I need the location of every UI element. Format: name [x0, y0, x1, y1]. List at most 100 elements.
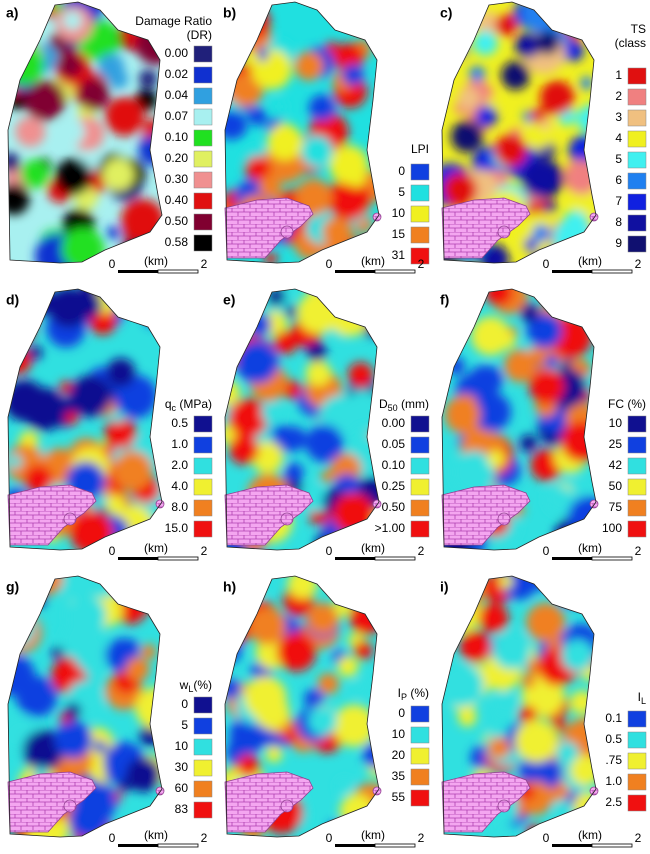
map-patch — [261, 402, 283, 424]
legend-title-rest: (%) — [193, 678, 212, 692]
legend-swatch — [411, 185, 429, 201]
map-patch — [476, 105, 498, 127]
map-patch — [447, 357, 465, 375]
map-patch — [545, 355, 558, 368]
legend-swatch — [411, 769, 429, 785]
map-patch — [65, 412, 78, 425]
legend-title: qc (MPa) — [165, 397, 212, 413]
legend-label: 5 — [398, 185, 405, 199]
panel-label: c) — [440, 5, 452, 21]
legend-title-rest: (mm) — [398, 397, 429, 411]
map-patch — [98, 54, 125, 81]
map-patch — [448, 45, 461, 58]
map-patch — [573, 792, 603, 822]
map-patch — [243, 50, 259, 66]
legend-title: LPI — [411, 142, 429, 156]
map-patch — [238, 15, 253, 30]
legend-label: 0.5 — [605, 732, 622, 746]
map-patch — [69, 375, 111, 417]
map-patch — [322, 217, 353, 248]
scale-unit: (km) — [578, 828, 602, 842]
map-patch — [354, 641, 373, 660]
map-patch — [492, 692, 517, 717]
legend-swatch — [411, 206, 429, 222]
legend-swatch — [194, 697, 212, 713]
map-patch — [139, 69, 158, 88]
map-patch — [22, 387, 66, 431]
map-patch — [488, 737, 510, 759]
map-patch — [113, 451, 153, 491]
legend-swatch — [194, 437, 212, 453]
legend-swatch — [411, 437, 429, 453]
map-patch — [20, 20, 32, 32]
map-patch — [3, 44, 45, 86]
urban-spot — [64, 513, 76, 525]
map-patch — [223, 114, 247, 138]
map-patch — [544, 200, 556, 212]
map-patch — [1, 612, 42, 653]
map-patch — [140, 723, 163, 746]
map-patch — [504, 349, 537, 382]
scale-bar — [335, 270, 375, 273]
legend-swatch — [411, 164, 429, 180]
map-patch — [221, 679, 241, 699]
map-patch — [106, 358, 135, 387]
map-patch — [524, 238, 538, 252]
legend-title: FC (%) — [608, 397, 646, 411]
map-patch — [515, 720, 558, 763]
scale-unit: (km) — [144, 541, 168, 555]
legend-swatch — [194, 151, 212, 167]
urban-spot — [373, 500, 381, 508]
legend-swatch — [628, 416, 646, 432]
map-patch — [586, 731, 600, 745]
map-patch — [133, 590, 156, 613]
map-patch — [553, 719, 566, 732]
legend-swatch — [411, 748, 429, 764]
map-patch — [520, 303, 539, 322]
panel: c)TS(class1234567890(km)2 — [429, 0, 646, 274]
urban-spot — [156, 787, 164, 795]
map-patch — [492, 631, 531, 670]
map-patch — [435, 30, 463, 58]
legend-title: (class — [615, 36, 646, 50]
map-patch — [32, 563, 63, 594]
map-patch — [141, 644, 156, 659]
map-patch — [282, 427, 307, 452]
legend-label: 0.20 — [165, 151, 189, 165]
map-patch — [336, 778, 352, 794]
legend-label: 1.0 — [171, 437, 188, 451]
scale-bar — [158, 557, 198, 560]
legend-label: 30 — [175, 760, 189, 774]
legend-label: 2.5 — [605, 795, 622, 809]
scale-start: 0 — [326, 831, 333, 845]
scale-bar — [118, 844, 158, 847]
legend-swatch — [628, 110, 646, 126]
scale-start: 0 — [109, 257, 116, 271]
map-patch — [102, 158, 134, 190]
map-patch — [469, 365, 499, 395]
map-patch — [306, 424, 344, 462]
scale-bar — [552, 844, 592, 847]
map-patch — [126, 757, 161, 792]
scale-unit: (km) — [361, 541, 385, 555]
legend-label: 55 — [392, 790, 406, 804]
map-patch — [0, 306, 36, 346]
scale-unit: (km) — [578, 254, 602, 268]
legend-label: 0.50 — [382, 500, 406, 514]
legend-label: 15.0 — [165, 521, 189, 535]
map-patch — [288, 569, 318, 599]
map-patch — [126, 657, 150, 681]
legend-swatch — [628, 753, 646, 769]
map-patch — [564, 160, 599, 195]
map-patch — [266, 287, 285, 306]
map-patch — [333, 493, 375, 535]
map-patch — [488, 450, 505, 467]
urban-spot — [590, 213, 598, 221]
map-patch — [552, 218, 593, 259]
map-patch — [248, 313, 271, 336]
urban-spot — [590, 787, 598, 795]
map-patch — [4, 346, 32, 374]
scale-unit: (km) — [361, 254, 385, 268]
scale-bar — [552, 270, 592, 273]
legend-label: 0.00 — [382, 416, 406, 430]
